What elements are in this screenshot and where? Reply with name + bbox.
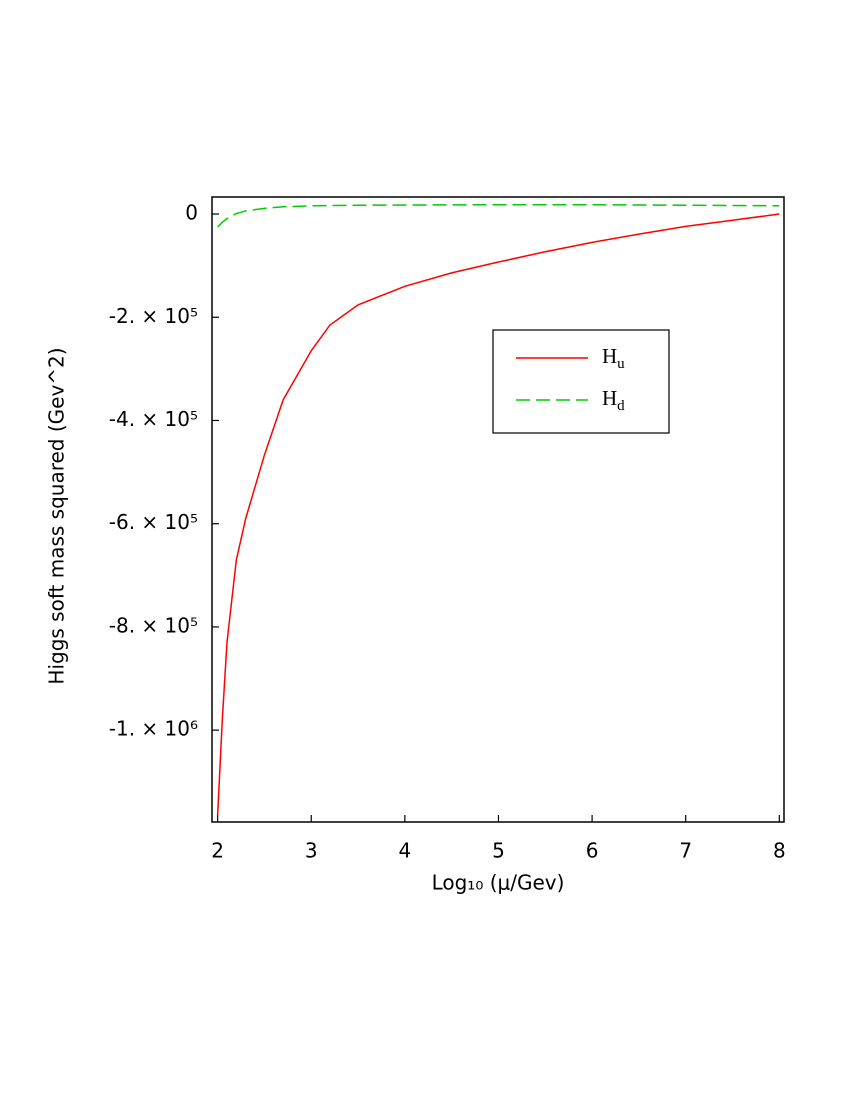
y-tick-label: 0 xyxy=(185,201,198,225)
y-tick-label: -1. × 10⁶ xyxy=(109,717,198,741)
plot-frame xyxy=(211,196,785,823)
y-tick-label: -4. × 10⁵ xyxy=(109,407,198,431)
x-axis-label: Log₁₀ (μ/Gev) xyxy=(432,871,565,895)
series-line xyxy=(216,213,780,816)
x-tick-label: 4 xyxy=(398,839,411,863)
x-tick-label: 5 xyxy=(492,839,505,863)
x-tick-label: 7 xyxy=(679,839,692,863)
series-line xyxy=(217,203,780,228)
x-tick-label: 3 xyxy=(305,839,318,863)
x-tick-label: 8 xyxy=(773,839,786,863)
x-tick-label: 6 xyxy=(586,839,599,863)
legend-box xyxy=(492,329,670,434)
y-tick-label: -2. × 10⁵ xyxy=(109,304,198,328)
y-tick-label: -8. × 10⁵ xyxy=(109,613,198,637)
x-tick-label: 2 xyxy=(211,839,224,863)
y-axis-label: Higgs soft mass squared (Gev^2) xyxy=(45,347,69,684)
legend-label: Hd xyxy=(602,386,625,415)
legend-label: Hu xyxy=(602,344,625,373)
y-tick-label: -6. × 10⁵ xyxy=(109,510,198,534)
